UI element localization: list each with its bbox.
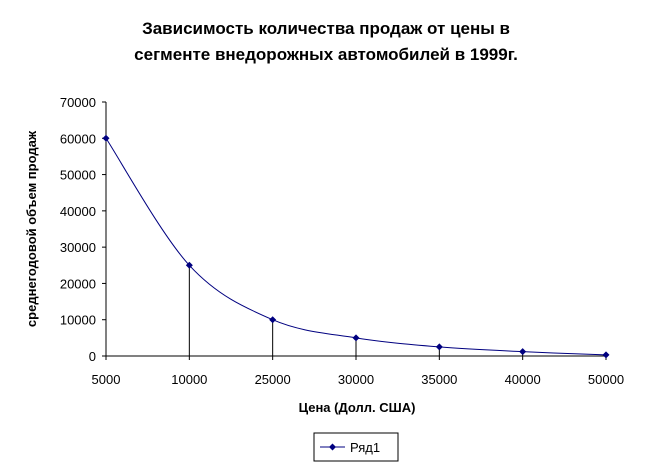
legend-marker-sample: [329, 443, 336, 451]
y-tick-label: 10000: [60, 313, 96, 328]
y-axis-label: среднегодовой объем продаж: [24, 130, 39, 327]
y-tick-label: 30000: [60, 240, 96, 255]
y-tick-label: 40000: [60, 204, 96, 219]
x-tick-label: 40000: [505, 372, 541, 387]
legend: Ряд1: [313, 432, 399, 462]
legend-label: Ряд1: [350, 440, 380, 455]
data-point: [602, 351, 610, 359]
data-point: [519, 348, 527, 356]
x-tick-label: 35000: [421, 372, 457, 387]
data-point: [185, 261, 193, 269]
y-tick-label: 70000: [60, 95, 96, 110]
data-point: [269, 316, 277, 324]
y-tick-label: 20000: [60, 276, 96, 291]
chart-title-line-1: Зависимость количества продаж от цены в: [142, 19, 510, 38]
x-axis-label: Цена (Долл. США): [299, 400, 416, 415]
chart-title-line-2: сегменте внедорожных автомобилей в 1999г…: [134, 45, 518, 64]
data-point: [352, 334, 360, 342]
x-tick-label: 10000: [171, 372, 207, 387]
y-tick-label: 50000: [60, 168, 96, 183]
x-tick-label: 25000: [255, 372, 291, 387]
data-point: [435, 343, 443, 351]
data-point: [102, 134, 110, 142]
x-tick-label: 30000: [338, 372, 374, 387]
x-axis-ticks: 5000 10000 25000 30000 35000 40000 50000: [92, 356, 624, 387]
data-markers: [102, 134, 610, 359]
y-tick-label: 0: [89, 349, 96, 364]
x-tick-label: 5000: [92, 372, 121, 387]
series-line: [105, 138, 607, 356]
y-axis-ticks: 0 10000 20000 30000 40000 50000 60000 70000: [60, 95, 106, 364]
x-tick-label: 50000: [588, 372, 624, 387]
drop-lines: [105, 138, 607, 356]
series-lines: [105, 138, 607, 356]
y-tick-label: 60000: [60, 131, 96, 146]
